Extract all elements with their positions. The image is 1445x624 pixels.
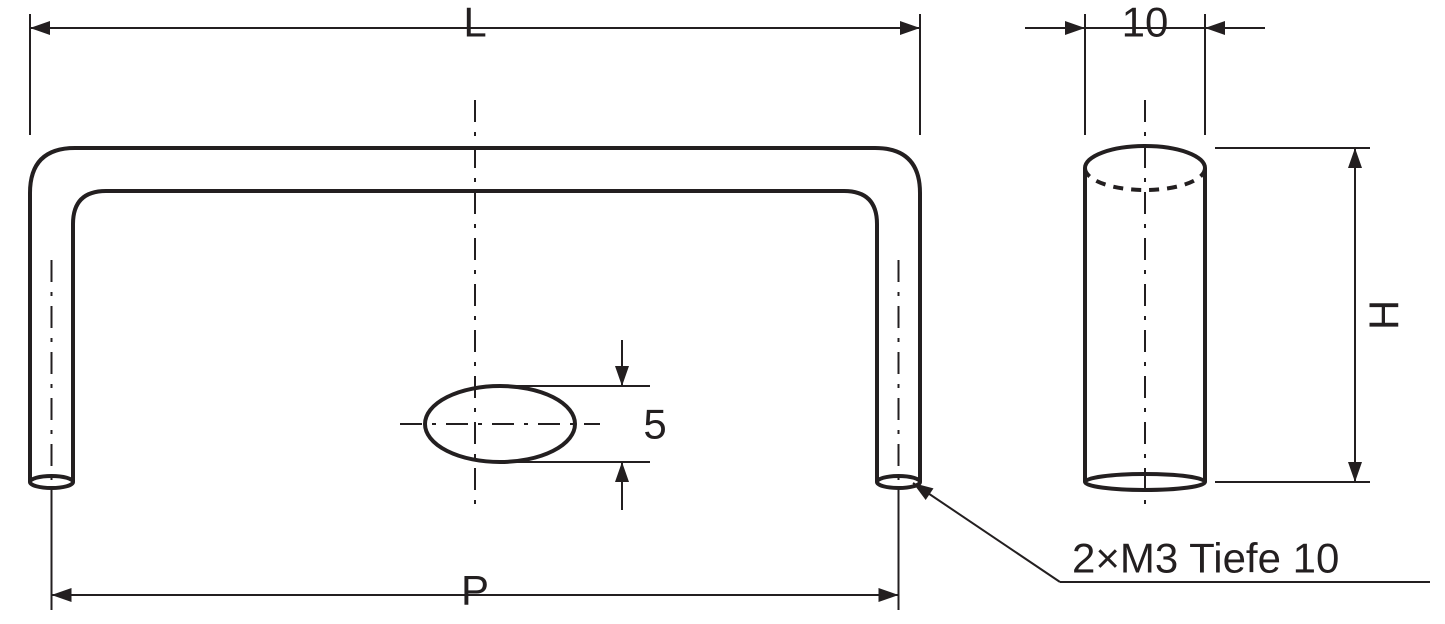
technical-drawing: L P 10 H 5 [0, 0, 1445, 624]
side-view [1085, 100, 1205, 510]
leader-note-text: 2×M3 Tiefe 10 [1072, 535, 1339, 582]
dimension-5-label: 5 [643, 401, 666, 448]
dimension-P-label: P [461, 567, 489, 614]
dimension-P: P [52, 495, 899, 614]
dimension-H: H [1215, 148, 1408, 482]
dimension-10-label: 10 [1122, 0, 1169, 46]
dimension-H-label: H [1361, 300, 1408, 330]
cross-section [400, 386, 600, 462]
leader-thread-note: 2×M3 Tiefe 10 [909, 477, 1430, 582]
dimension-L-label: L [463, 0, 486, 46]
front-view [30, 100, 920, 510]
